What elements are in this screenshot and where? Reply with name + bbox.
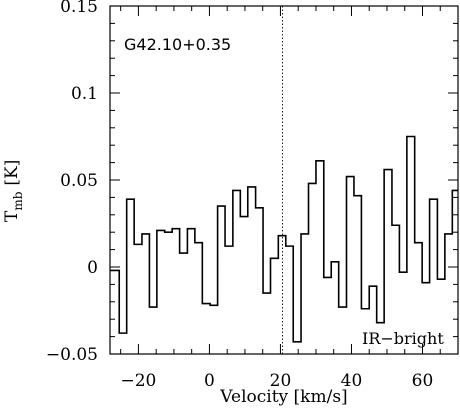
y-tick-label: 0.15 [60, 0, 98, 17]
svg-text:Tmb[K]: Tmb [K] [2, 160, 25, 222]
corner-label: IR−bright [362, 329, 444, 348]
x-tick-label: 0 [204, 371, 215, 391]
plot-frame [109, 5, 459, 355]
spectrum-series-line [110, 135, 458, 343]
x-tick-label: 20 [270, 371, 292, 391]
y-axis-title-main: T [2, 210, 22, 222]
y-axis-title-unit: [K] [2, 160, 22, 186]
ticks-layer: −20 0 20 40 60 −0.05 0 0.05 0.1 0.15 [46, 0, 459, 391]
source-label: G42.10+0.35 [124, 35, 231, 54]
x-axis-title: Velocity [km/s] [219, 387, 347, 407]
y-tick-label: 0.05 [60, 171, 98, 191]
y-axis-title-sub: mb [11, 191, 25, 210]
y-tick-label: −0.05 [46, 345, 98, 365]
x-tick-label: 40 [341, 371, 363, 391]
y-axis-title: Tmb [K] [2, 160, 25, 222]
y-tick-label: 0 [87, 258, 98, 278]
x-tick-label: 60 [412, 371, 434, 391]
y-tick-label: 0.1 [71, 84, 98, 104]
x-tick-label: −20 [120, 371, 156, 391]
